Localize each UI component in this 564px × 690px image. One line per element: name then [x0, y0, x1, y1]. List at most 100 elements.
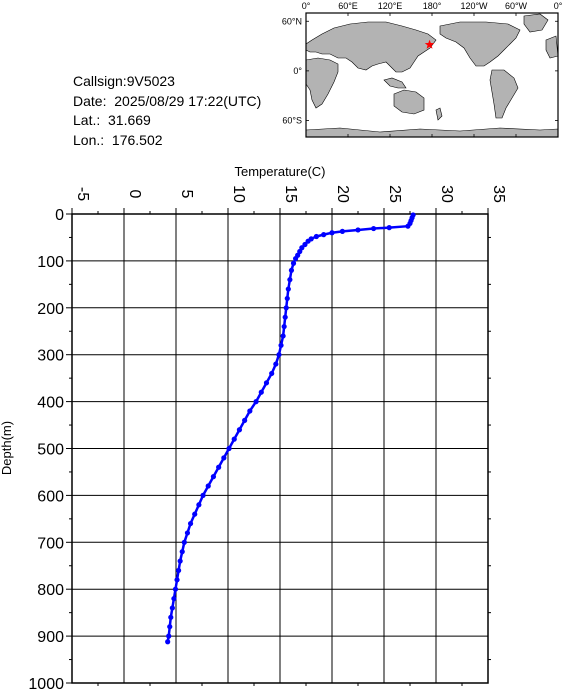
x-tick-labels: -5 0 5 10 15 20 25 30 35	[74, 185, 507, 203]
y-tick-labels: 0 100 200 300 400 500 600 700 800 900 1000	[28, 207, 64, 690]
data-point	[167, 624, 173, 630]
data-point	[329, 230, 335, 236]
land-north-america	[439, 21, 521, 67]
data-point	[355, 227, 361, 233]
data-point	[285, 286, 291, 292]
x-tick-label: 15	[282, 185, 299, 203]
map-longitude-label: 0°	[554, 1, 563, 11]
map-land	[306, 13, 558, 137]
data-point	[171, 595, 177, 602]
x-tick-label: -5	[74, 187, 91, 201]
map-longitude-labels: 0° 60°E 120°E 180° 120°W 60°W 0°	[302, 1, 563, 11]
map-latitude-label: 60°N	[282, 16, 302, 26]
data-point	[405, 223, 411, 229]
data-point	[247, 408, 253, 414]
data-point	[258, 389, 264, 395]
y-tick-label: 200	[37, 301, 64, 318]
y-tick-label: 600	[37, 488, 64, 505]
data-point	[282, 314, 288, 320]
x-tick-label: 0	[126, 190, 143, 199]
y-tick-label: 0	[55, 207, 64, 224]
data-point	[169, 605, 175, 611]
data-point	[231, 436, 237, 442]
data-point	[339, 228, 345, 234]
data-point	[281, 323, 287, 330]
map-longitude-label: 180°	[423, 1, 442, 11]
map-longitude-label: 120°W	[460, 1, 488, 11]
land-south-america	[489, 69, 519, 119]
data-point	[221, 455, 227, 461]
data-point	[313, 233, 319, 240]
map-longitude-label: 60°W	[505, 1, 528, 11]
data-point	[181, 539, 187, 545]
data-point	[192, 511, 198, 517]
data-point	[280, 333, 286, 339]
data-point	[305, 238, 311, 244]
data-point	[187, 520, 194, 527]
y-tick-label: 300	[37, 348, 64, 365]
land-antarctica	[306, 127, 558, 137]
data-point	[288, 267, 295, 273]
y-tick-label: 100	[37, 254, 64, 271]
land-new-zealand	[435, 107, 443, 121]
latitude-label: Lat.: 31.669	[73, 112, 151, 128]
station-marker-star-icon	[424, 39, 435, 49]
callsign-label: Callsign:9V5023	[73, 73, 175, 89]
y-tick-label: 500	[37, 442, 64, 459]
data-point	[200, 492, 206, 498]
y-tick-label: 700	[37, 535, 64, 552]
data-point	[287, 277, 293, 283]
data-point	[273, 361, 279, 367]
x-tick-label: 35	[490, 185, 507, 203]
y-axis-title: Depth(m)	[0, 421, 14, 475]
data-point	[196, 502, 202, 508]
land-sea-islands	[383, 77, 407, 89]
data-point	[168, 614, 174, 620]
land-australia	[393, 89, 425, 115]
data-point	[302, 241, 308, 248]
x-tick-label: 25	[386, 185, 403, 203]
chart-grid	[71, 213, 489, 684]
data-point	[253, 399, 259, 405]
map-longitude-label: 60°E	[338, 1, 358, 11]
data-point	[386, 225, 392, 231]
map-ticks	[305, 13, 559, 137]
data-point	[371, 225, 377, 232]
data-point	[236, 427, 243, 433]
land-greenland	[523, 13, 549, 33]
y-tick-label: 400	[37, 395, 64, 412]
data-point	[205, 483, 211, 489]
x-tick-label: 10	[230, 185, 247, 203]
x-tick-label: 30	[438, 185, 455, 203]
data-point	[284, 295, 290, 302]
data-point	[290, 260, 297, 266]
map-longitude-label: 0°	[302, 1, 311, 11]
map-longitude-label: 120°E	[378, 1, 403, 11]
data-point	[177, 558, 183, 564]
data-point	[172, 586, 179, 592]
y-tick-label: 900	[37, 629, 64, 646]
y-tick-label: 800	[37, 582, 64, 599]
data-point	[184, 530, 191, 536]
y-tick-label: 1000	[28, 676, 64, 690]
longitude-label: Lon.: 176.502	[73, 131, 163, 148]
data-point	[269, 370, 275, 377]
data-point	[242, 417, 248, 423]
date-label: Date: 2025/08/29 17:22(UTC)	[73, 92, 262, 109]
land-africa	[306, 57, 339, 109]
temperature-profile-series	[165, 212, 416, 645]
data-point	[174, 577, 180, 583]
station-info: Callsign:9V5023 Date: 2025/08/29 17:22(U…	[73, 72, 261, 150]
land-europe-east-edge	[545, 35, 558, 59]
data-point	[321, 232, 327, 238]
data-point	[293, 255, 299, 262]
data-point	[210, 474, 217, 480]
map-latitude-labels: 60°N 0° 60°S	[282, 16, 303, 125]
x-axis-title: Temperature(C)	[234, 164, 325, 179]
chart-ticks	[66, 208, 491, 686]
map-latitude-label: 0°	[293, 66, 302, 76]
data-point	[166, 633, 172, 639]
map-latitude-label: 60°S	[282, 115, 302, 125]
